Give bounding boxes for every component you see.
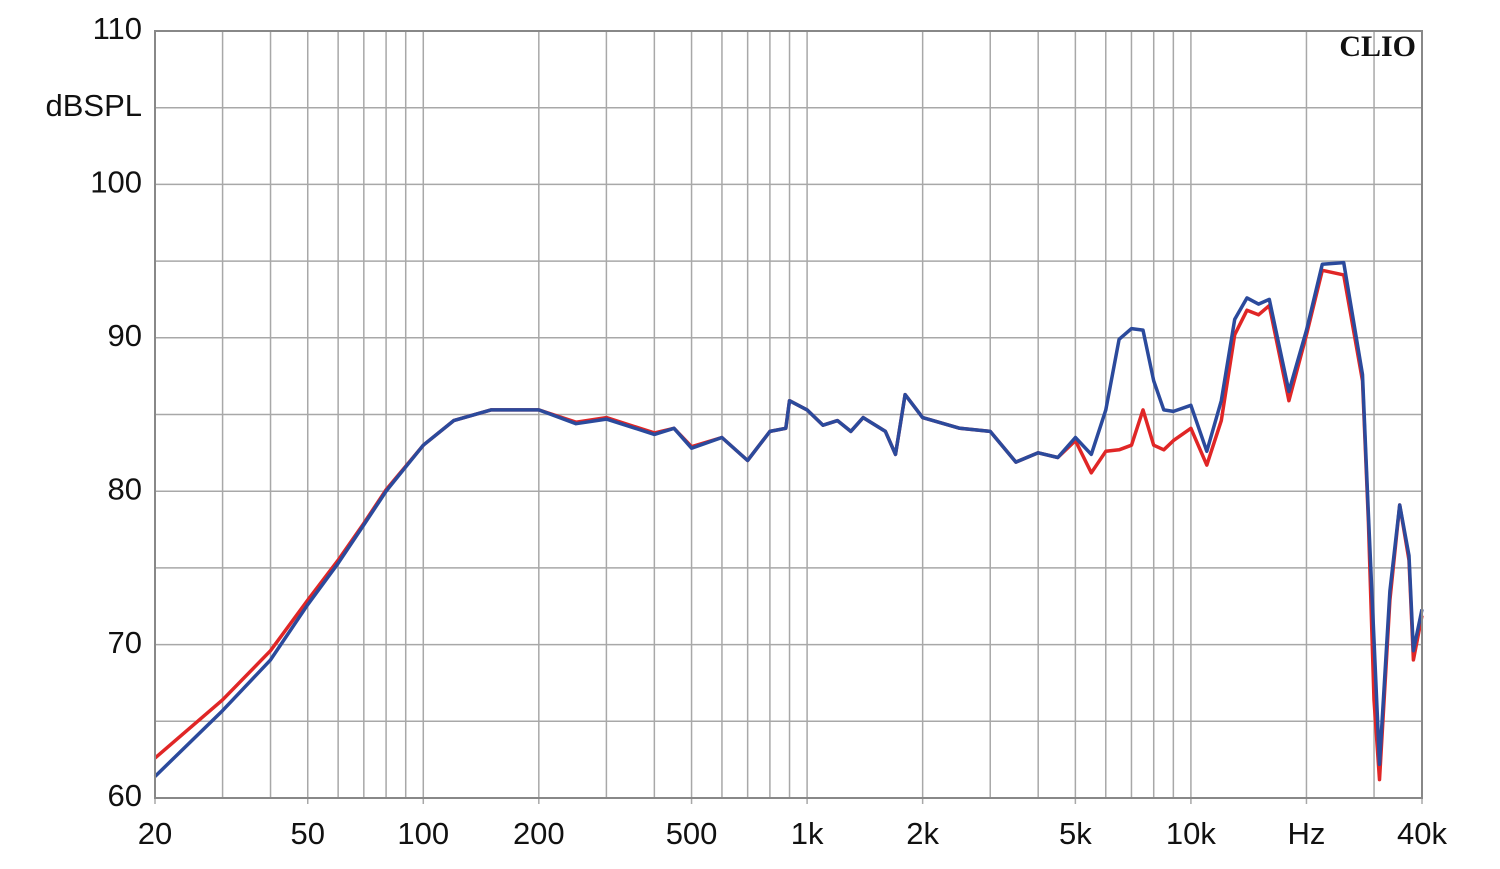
- x-tick-label: 200: [513, 816, 565, 851]
- annotation: CLIO: [1339, 30, 1416, 63]
- grid: [154, 30, 1423, 804]
- plot-lines: [153, 260, 1424, 782]
- x-tick-label: 2k: [906, 816, 939, 851]
- y-tick-label: 100: [90, 165, 142, 200]
- x-tick-label: 20: [138, 816, 172, 851]
- x-tick-label: 500: [666, 816, 718, 851]
- y-tick-label: 70: [108, 625, 142, 660]
- x-tick-label: 10k: [1166, 816, 1216, 851]
- labels: 60 70 80 90 100 110 20 50 100 200 500 1k 2k 5k 10k Hz 40…: [90, 11, 1447, 851]
- series-line: [153, 260, 1424, 778]
- y-axis-label: dBSPL: [45, 88, 142, 123]
- y-tick-label: 110: [93, 11, 142, 46]
- plot-frame: [154, 30, 1423, 799]
- y-tick-label: 90: [108, 318, 142, 353]
- y-tick-label: 80: [108, 471, 142, 506]
- x-tick-label: 40k: [1397, 816, 1447, 851]
- x-tick-label: 1k: [791, 816, 824, 851]
- x-tick-label: 100: [397, 816, 449, 851]
- y-tick-label: 60: [108, 778, 142, 813]
- x-tick-label: Hz: [1288, 816, 1326, 851]
- x-tick-label: 5k: [1059, 816, 1092, 851]
- x-tick-label: 50: [290, 816, 324, 851]
